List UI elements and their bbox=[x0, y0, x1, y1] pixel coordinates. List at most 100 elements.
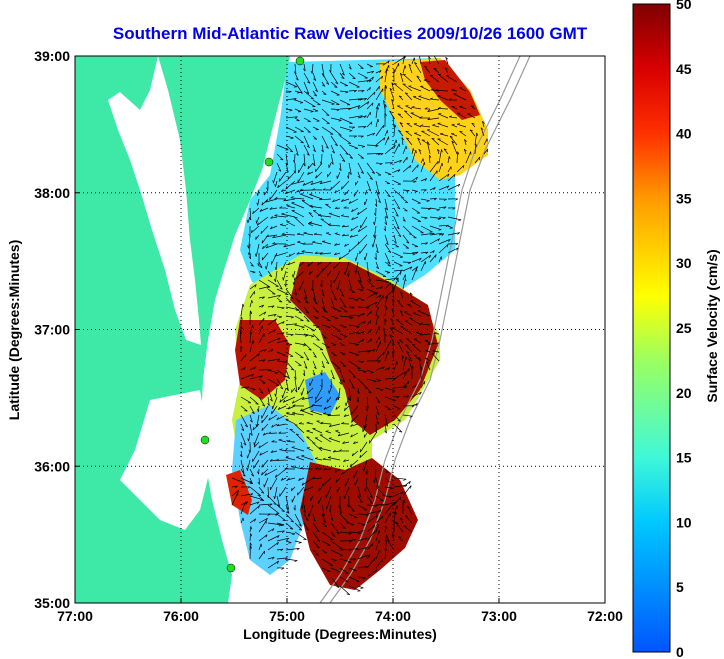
velocity-arrow bbox=[402, 165, 412, 173]
velocity-arrow bbox=[255, 243, 260, 257]
velocity-arrow bbox=[437, 108, 449, 110]
velocity-arrow-head bbox=[312, 163, 316, 167]
velocity-arrow-head bbox=[234, 485, 238, 489]
velocity-arrow bbox=[397, 341, 404, 353]
velocity-arrow bbox=[321, 306, 328, 313]
velocity-arrow-head bbox=[360, 361, 364, 364]
grid-lines bbox=[75, 56, 605, 603]
velocity-arrow bbox=[429, 238, 440, 245]
velocity-arrow bbox=[429, 160, 439, 173]
velocity-arrow bbox=[312, 477, 323, 480]
velocity-arrow bbox=[269, 189, 278, 201]
velocity-arrow-head bbox=[259, 375, 263, 379]
velocity-arrow-head bbox=[383, 352, 385, 356]
velocity-arrow-head bbox=[269, 398, 273, 402]
velocity-arrow-head bbox=[364, 488, 367, 492]
velocity-arrow-head bbox=[286, 537, 290, 541]
velocity-arrow bbox=[295, 433, 305, 443]
velocity-arrow-head bbox=[300, 142, 304, 144]
velocity-arrow bbox=[357, 234, 368, 245]
velocity-arrow bbox=[399, 310, 404, 317]
velocity-arrow bbox=[339, 81, 348, 87]
velocity-arrow bbox=[424, 65, 431, 74]
velocity-arrow-head bbox=[282, 321, 285, 325]
velocity-arrow bbox=[375, 137, 386, 146]
velocity-arrow-head bbox=[337, 367, 341, 370]
velocity-arrow-head bbox=[344, 271, 346, 275]
velocity-arrow-head bbox=[269, 207, 273, 210]
velocity-arrow-head bbox=[354, 135, 357, 138]
velocity-arrow-head bbox=[280, 477, 284, 481]
velocity-arrow-head bbox=[304, 366, 308, 369]
velocity-arrow bbox=[366, 378, 377, 382]
velocity-arrow bbox=[327, 414, 341, 417]
velocity-arrow-head bbox=[271, 556, 275, 560]
velocity-arrow-head bbox=[365, 554, 369, 558]
velocity-arrow bbox=[411, 198, 421, 204]
velocity-arrow bbox=[366, 329, 372, 335]
velocity-arrow-head bbox=[256, 192, 259, 196]
velocity-arrow-head bbox=[385, 207, 388, 211]
velocity-arrow-head bbox=[384, 104, 387, 108]
velocity-arrow bbox=[280, 224, 287, 227]
velocity-arrow-head bbox=[424, 162, 426, 166]
velocity-arrow bbox=[384, 350, 389, 362]
velocity-arrow-head bbox=[326, 82, 330, 85]
velocity-arrow bbox=[267, 542, 279, 551]
velocity-arrow bbox=[276, 504, 285, 512]
velocity-arrow-head bbox=[305, 311, 309, 314]
velocity-arrow-head bbox=[369, 329, 372, 333]
velocity-arrow-head bbox=[316, 546, 320, 549]
velocity-arrow bbox=[281, 261, 287, 271]
velocity-arrow bbox=[271, 405, 278, 415]
velocity-arrow bbox=[384, 512, 391, 524]
velocity-arrow bbox=[258, 333, 265, 344]
velocity-arrow-head bbox=[323, 337, 327, 339]
velocity-arrow bbox=[428, 56, 431, 65]
velocity-arrow-head bbox=[374, 530, 376, 534]
velocity-arrow-head bbox=[449, 135, 453, 138]
velocity-arrow bbox=[375, 559, 383, 569]
velocity-arrow-head bbox=[376, 421, 379, 425]
velocity-arrow-head bbox=[350, 228, 353, 232]
velocity-arrow bbox=[357, 144, 365, 147]
velocity-arrow bbox=[325, 430, 332, 434]
velocity-arrow bbox=[249, 261, 254, 267]
velocity-arrow bbox=[327, 171, 332, 178]
velocity-arrow-head bbox=[287, 477, 290, 481]
velocity-arrow-head bbox=[440, 132, 444, 135]
velocity-arrow bbox=[240, 501, 246, 515]
velocity-arrow bbox=[258, 279, 271, 288]
velocity-arrow-head bbox=[282, 399, 286, 403]
velocity-arrow bbox=[357, 153, 364, 159]
velocity-arrow-head bbox=[278, 438, 282, 441]
velocity-arrow-head bbox=[257, 471, 260, 475]
velocity-arrow bbox=[384, 525, 387, 533]
velocity-arrow-head bbox=[385, 547, 388, 551]
velocity-arrow bbox=[283, 243, 296, 248]
velocity-arrow bbox=[393, 505, 398, 515]
velocity-arrow bbox=[420, 216, 428, 219]
velocity-arrow bbox=[303, 144, 310, 156]
velocity-arrow bbox=[357, 537, 368, 542]
velocity-arrow bbox=[438, 244, 449, 254]
velocity-arrow bbox=[366, 554, 370, 560]
velocity-arrow bbox=[307, 261, 314, 267]
velocity-arrow-head bbox=[389, 334, 393, 337]
velocity-arrow-head bbox=[374, 430, 377, 434]
velocity-arrow-head bbox=[303, 344, 307, 347]
velocity-arrow bbox=[402, 274, 406, 281]
velocity-arrow bbox=[349, 234, 359, 238]
velocity-arrow bbox=[320, 422, 332, 425]
velocity-arrow-head bbox=[360, 171, 364, 174]
velocity-arrow bbox=[420, 232, 435, 236]
velocity-arrow bbox=[294, 424, 305, 434]
velocity-arrow-head bbox=[441, 162, 443, 167]
velocity-arrow bbox=[429, 225, 442, 231]
velocity-arrow-head bbox=[370, 310, 372, 314]
velocity-arrow bbox=[411, 216, 421, 222]
velocity-arrow-head bbox=[325, 146, 329, 149]
velocity-arrow-head bbox=[252, 271, 256, 274]
velocity-arrow bbox=[375, 70, 382, 74]
velocity-arrow bbox=[357, 576, 366, 579]
